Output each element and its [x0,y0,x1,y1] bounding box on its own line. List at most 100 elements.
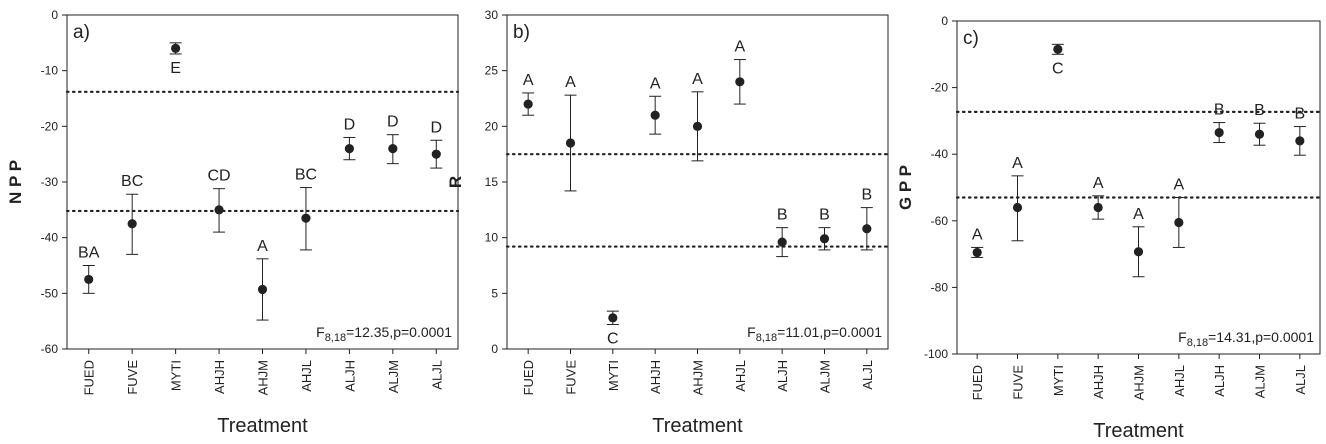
y-axis-label: R [446,176,465,188]
data-point [1093,202,1103,213]
x-tick-label: AHJH [1091,365,1106,399]
data-point [1254,129,1265,139]
x-axis-label: Treatment [217,415,308,437]
x-tick-label: AHJL [733,360,748,392]
x-tick-label: ALJM [386,360,401,393]
data-point [1012,202,1023,213]
data-point [344,144,354,154]
y-tick-label: -20 [41,119,59,133]
x-tick-label: ALJL [1293,365,1308,395]
y-tick-label: 25 [485,64,499,78]
x-tick-label: AHJL [299,360,314,392]
x-tick-label: AHJM [1132,365,1147,400]
x-tick-label: AHJL [1172,365,1187,397]
x-tick-label: AHJM [691,360,706,395]
significance-letter: A [565,74,576,91]
significance-letter: A [692,71,703,88]
panel-3: 0 -20 -40 -60 -80 -100 FUED A FUVE A MYTI C AHJH A AHJ… [896,14,1322,442]
significance-letter: A [972,226,983,243]
significance-letter: D [344,116,356,133]
x-tick-label: FUVE [564,360,579,395]
data-point [84,274,94,285]
panel-label: b) [513,22,530,43]
significance-letter: A [734,39,745,56]
y-tick-label: -60 [41,342,59,356]
plot-frame [506,14,889,350]
data-point [523,99,533,109]
x-tick-label: FUVE [125,360,140,395]
data-point [1295,136,1305,146]
x-tick-label: ALJL [429,360,444,390]
data-point [735,77,745,87]
data-point [972,247,982,258]
significance-letter: BC [121,173,143,190]
significance-letter: A [1173,176,1184,193]
x-tick-label: MYTI [606,360,621,391]
significance-letter: BC [295,167,317,184]
data-point [650,110,660,120]
x-tick-label: MYTI [169,360,184,391]
y-tick-label: 0 [491,342,498,356]
significance-letter: E [170,60,181,77]
panel-1: 0 -10 -20 -30 -40 -50 -60 FUED BA FUVE BC MYTI E AHJH… [6,8,460,437]
y-tick-label: 10 [485,231,499,245]
y-tick-label: -30 [41,175,59,189]
x-tick-label: ALJM [818,360,833,393]
data-point [1174,217,1184,228]
y-axis-label: N P P [6,160,25,204]
y-tick-label: 0 [51,8,58,22]
significance-letter: B [1254,102,1265,119]
x-tick-label: FUVE [1011,365,1026,400]
x-axis-label: Treatment [1093,420,1184,442]
data-point [1053,44,1063,54]
significance-letter: A [257,238,268,255]
x-tick-label: ALJM [1253,365,1268,398]
y-tick-label: -50 [41,286,59,300]
x-tick-label: ALJH [775,360,790,392]
panel-2: 0 5 10 15 20 25 30 FUED A FUVE A MYTI C AHJH A AHJM A AHJ… [446,8,890,437]
y-tick-label: -40 [931,147,949,161]
y-tick-label: -20 [931,81,949,95]
y-tick-label: 0 [941,14,948,28]
data-point [127,219,137,229]
data-point [301,213,311,223]
data-point [777,237,787,247]
data-point [171,43,181,54]
plot-frame [956,20,1321,355]
significance-letter: D [387,114,399,131]
panel-label: c) [963,28,979,49]
stat-annotation: F8,18=14.31,p=0.0001 [1178,329,1314,349]
x-tick-label: AHJH [212,360,227,394]
y-tick-label: 15 [485,175,499,189]
y-tick-label: -100 [924,347,948,361]
data-point [1133,247,1144,257]
significance-letter: C [1052,60,1064,77]
y-tick-label: -60 [931,214,949,228]
stat-annotation: F8,18=11.01,p=0.0001 [747,324,882,344]
significance-letter: B [1214,102,1225,119]
y-tick-label: 5 [491,286,498,300]
significance-letter: B [777,207,788,224]
significance-letter: B [1294,106,1305,123]
significance-letter: A [650,75,661,92]
significance-letter: D [430,119,442,136]
x-tick-label: ALJH [342,360,357,392]
significance-letter: B [819,207,830,224]
significance-letter: C [607,331,619,348]
x-axis-label: Treatment [652,415,743,437]
significance-letter: BA [78,245,100,262]
significance-letter: B [861,187,872,204]
significance-letter: A [1012,155,1023,172]
data-point [388,144,398,154]
data-point [819,234,830,244]
x-tick-label: MYTI [1051,365,1066,396]
data-point [257,284,268,295]
y-tick-label: 30 [485,8,499,22]
y-axis-label: G P P [896,165,915,210]
y-tick-label: -80 [931,280,949,294]
x-tick-label: ALJL [860,360,875,390]
x-tick-label: ALJH [1212,365,1227,397]
panel-label: a) [73,22,90,43]
data-point [214,205,224,215]
